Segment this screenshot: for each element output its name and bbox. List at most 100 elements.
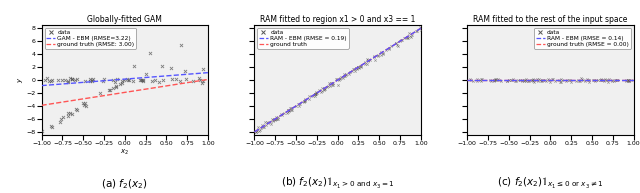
Point (491, 78, 501, 81)
Point (63, 111, 74, 114)
Point (197, 82, 207, 85)
Point (65, 77, 75, 80)
Point (57, 79, 67, 82)
Point (465, 78, 476, 81)
Point (491, 79, 501, 82)
Point (387, 44, 397, 47)
Point (328, 82, 339, 85)
Point (138, 78, 148, 81)
Point (141, 73, 151, 76)
Point (508, 77, 518, 80)
Point (310, 93, 320, 96)
Point (81, 104, 92, 107)
Point (550, 79, 560, 82)
Point (562, 78, 572, 81)
Point (513, 79, 524, 82)
Point (111, 86, 121, 89)
Point (555, 80, 565, 83)
Point (465, 78, 476, 81)
Point (78, 102, 88, 105)
Point (276, 113, 286, 116)
Point (284, 109, 294, 112)
Point (259, 125, 269, 129)
Point (167, 77, 177, 80)
Point (310, 92, 320, 95)
Point (79, 101, 90, 104)
Point (588, 79, 598, 82)
Point (283, 108, 293, 111)
Point (406, 35, 416, 38)
Point (571, 79, 581, 82)
Point (63, 80, 73, 83)
Point (507, 78, 517, 81)
Text: (c) $f_2(x_2)\mathbb{1}_{x_1\leq 0\mathrm{\ or\ }x_3\neq 1}$: (c) $f_2(x_2)\mathbb{1}_{x_1\leq 0\mathr… (497, 176, 604, 191)
Point (362, 57, 372, 60)
Point (60, 79, 70, 82)
Point (363, 59, 373, 63)
Point (543, 78, 554, 81)
Point (71, 108, 81, 111)
Point (537, 79, 547, 82)
Point (316, 86, 326, 90)
Point (158, 79, 168, 82)
Point (376, 50, 387, 53)
Point (195, 77, 205, 80)
Point (373, 54, 383, 57)
Point (402, 36, 412, 39)
Point (316, 90, 326, 93)
Point (99, 78, 109, 81)
Point (355, 64, 365, 67)
Point (576, 77, 586, 80)
Point (376, 54, 386, 57)
Point (472, 78, 482, 81)
Point (67, 113, 77, 116)
Point (611, 79, 621, 82)
Point (311, 92, 321, 95)
Point (516, 79, 527, 82)
Point (166, 67, 177, 70)
Point (332, 77, 342, 80)
Point (584, 80, 594, 83)
Point (356, 65, 366, 68)
Point (259, 125, 269, 128)
Point (348, 67, 358, 70)
Point (283, 110, 293, 113)
Point (176, 43, 186, 47)
Point (122, 77, 132, 80)
Point (127, 79, 138, 82)
Point (56, 118, 66, 121)
Point (52, 79, 63, 82)
Point (490, 78, 500, 81)
Point (595, 78, 605, 81)
Title: RAM fitted to region x1 > 0 and x3 == 1: RAM fitted to region x1 > 0 and x3 == 1 (260, 15, 415, 24)
Point (314, 89, 324, 92)
Point (87, 80, 97, 83)
Point (157, 64, 167, 67)
Point (335, 77, 346, 80)
Point (323, 85, 333, 88)
Point (284, 109, 294, 112)
Point (124, 79, 134, 82)
Legend: data, RAM - EBM (RMSE = 0.14), ground truth (RMSE = 0.00): data, RAM - EBM (RMSE = 0.14), ground tr… (534, 28, 630, 48)
Point (527, 78, 538, 81)
Point (563, 78, 573, 81)
Point (596, 78, 607, 81)
Point (623, 79, 634, 82)
Point (405, 34, 415, 37)
Point (493, 79, 504, 82)
Point (328, 83, 338, 86)
Point (108, 78, 118, 81)
Point (621, 78, 631, 81)
Point (540, 79, 550, 82)
Point (566, 80, 576, 83)
Point (320, 88, 330, 91)
Point (116, 81, 127, 84)
Point (104, 88, 114, 91)
Point (285, 107, 296, 110)
Point (260, 120, 271, 124)
Point (97, 80, 108, 83)
Point (324, 84, 335, 87)
Point (335, 76, 346, 79)
Point (113, 78, 123, 81)
Point (340, 74, 351, 77)
